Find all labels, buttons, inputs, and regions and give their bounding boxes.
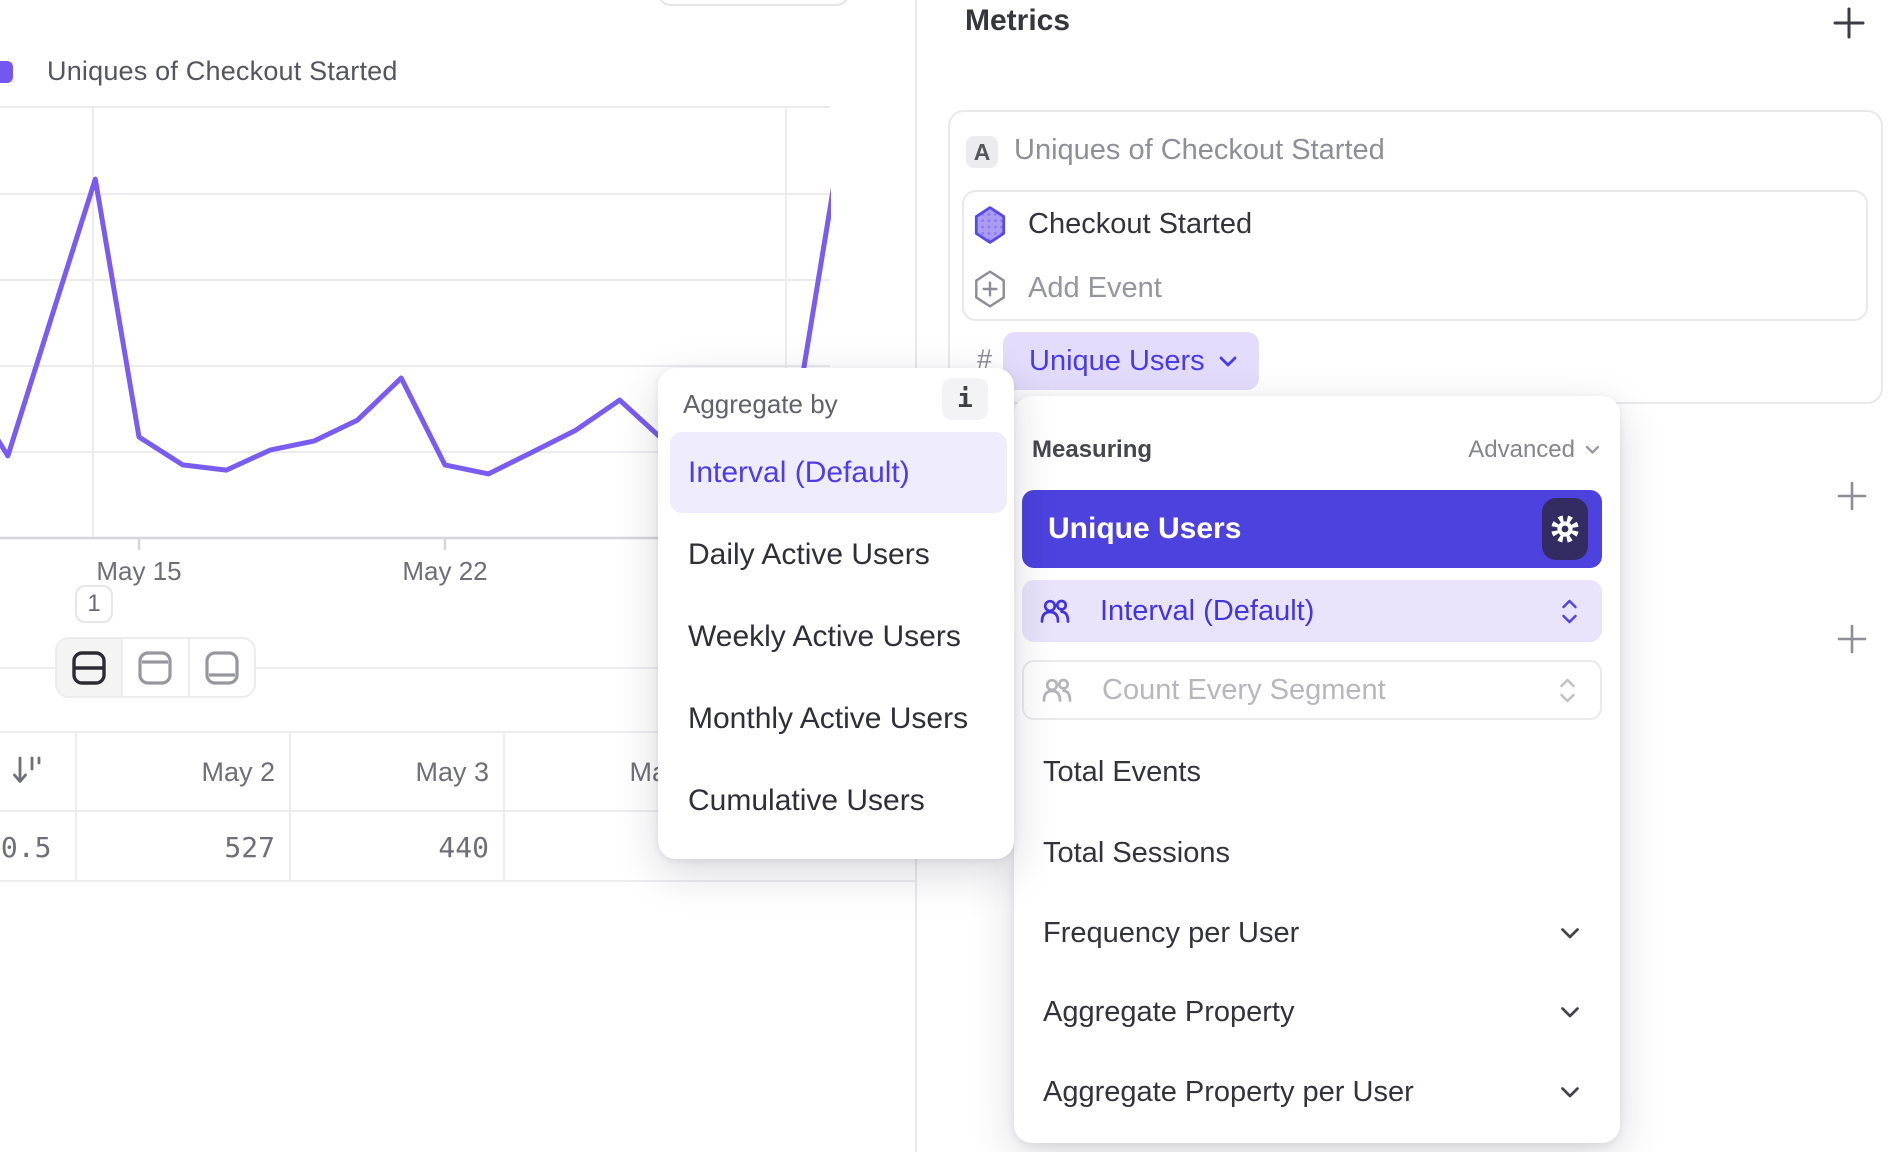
table-border-top xyxy=(0,731,915,733)
add-metric-button[interactable] xyxy=(1830,4,1868,42)
table-header-may3[interactable]: May 3 xyxy=(415,757,489,787)
table-col-border-1 xyxy=(75,731,77,882)
table-cell-overall: 10.5 xyxy=(0,831,52,864)
x-axis-tick-may15: May 15 xyxy=(96,556,182,586)
toolbar-button-cutoff[interactable] xyxy=(657,0,850,6)
chevron-down-icon xyxy=(1219,356,1237,366)
menu-item-weekly-active-users[interactable]: Weekly Active Users xyxy=(688,620,961,653)
measure-selected-label: Unique Users xyxy=(1048,512,1242,545)
menu-item-frequency-per-user[interactable]: Frequency per User xyxy=(1043,917,1300,949)
chart-gridlines-horizontal xyxy=(0,106,830,453)
table-cell-may3: 440 xyxy=(438,831,489,864)
segment-selector-label: Count Every Segment xyxy=(1102,673,1386,706)
measure-settings-button[interactable] xyxy=(1542,498,1588,560)
legend-label: Uniques of Checkout Started xyxy=(47,56,398,86)
menu-item-monthly-active-users[interactable]: Monthly Active Users xyxy=(688,702,969,735)
event-name[interactable]: Checkout Started xyxy=(1028,208,1253,240)
menu-item-daily-active-users[interactable]: Daily Active Users xyxy=(688,538,930,571)
event-hexagon-icon xyxy=(974,206,1006,244)
sort-icon[interactable] xyxy=(11,753,47,789)
interval-selector[interactable]: Interval (Default) xyxy=(1022,580,1602,642)
pagination-badge[interactable]: 1 xyxy=(75,585,113,623)
advanced-label: Advanced xyxy=(1468,436,1575,463)
split-middle-icon xyxy=(72,650,106,685)
menu-item-total-events[interactable]: Total Events xyxy=(1043,756,1201,788)
layout-split-top-button[interactable] xyxy=(123,639,190,696)
table-header-border xyxy=(0,810,915,812)
menu-item-total-sessions[interactable]: Total Sessions xyxy=(1043,837,1230,869)
unfold-icon xyxy=(1560,678,1575,702)
info-icon[interactable]: i xyxy=(942,378,988,420)
interval-selector-label: Interval (Default) xyxy=(1100,594,1315,627)
table-col-border-2 xyxy=(289,731,291,882)
add-event-button[interactable]: Add Event xyxy=(1028,272,1162,304)
menu-item-cumulative-users[interactable]: Cumulative Users xyxy=(688,784,925,817)
aggregate-by-title: Aggregate by xyxy=(683,389,838,419)
metric-card-title[interactable]: Uniques of Checkout Started xyxy=(1014,134,1385,166)
menu-item-interval-default[interactable]: Interval (Default) xyxy=(670,432,1007,513)
metric-letter-badge: A xyxy=(966,136,998,168)
x-axis-tick-may22: May 22 xyxy=(402,556,488,586)
chevron-down-icon[interactable] xyxy=(1560,1006,1580,1019)
table-cell-may2: 527 xyxy=(224,831,275,864)
chart-table-divider xyxy=(0,667,915,669)
table-col-border-3 xyxy=(503,731,505,882)
menu-item-aggregate-property-per-user[interactable]: Aggregate Property per User xyxy=(1043,1076,1414,1108)
split-bottom-icon xyxy=(205,650,239,685)
chevron-down-icon[interactable] xyxy=(1560,927,1580,940)
users-icon xyxy=(1040,599,1070,623)
measurement-chip-label: Unique Users xyxy=(1029,344,1205,377)
table-header-may2[interactable]: May 2 xyxy=(201,757,275,787)
layout-split-bottom-button[interactable] xyxy=(189,639,254,696)
menu-item-aggregate-property[interactable]: Aggregate Property xyxy=(1043,996,1295,1028)
metrics-section-title: Metrics xyxy=(965,4,1071,37)
add-filter-button[interactable] xyxy=(1835,479,1869,513)
add-event-hexagon-icon xyxy=(975,270,1005,308)
advanced-toggle[interactable]: Advanced xyxy=(1460,436,1600,464)
event-card xyxy=(962,190,1868,321)
layout-split-middle-button[interactable] xyxy=(57,639,124,696)
table-row-border xyxy=(0,880,915,882)
segment-selector[interactable]: Count Every Segment xyxy=(1022,660,1602,720)
chevron-down-icon xyxy=(1585,445,1600,454)
users-icon xyxy=(1042,678,1072,702)
gear-icon xyxy=(1551,515,1579,543)
measuring-title: Measuring xyxy=(1032,436,1153,463)
measurement-prefix: # xyxy=(977,344,993,374)
add-breakdown-button[interactable] xyxy=(1835,622,1869,656)
layout-toggle-group xyxy=(55,637,256,698)
split-top-icon xyxy=(138,650,173,685)
legend-color-marker xyxy=(0,61,13,83)
measurement-chip[interactable]: Unique Users xyxy=(1003,332,1259,390)
unfold-icon xyxy=(1562,599,1577,623)
measure-unique-users-selected[interactable]: Unique Users xyxy=(1022,490,1602,568)
chevron-down-icon[interactable] xyxy=(1560,1086,1580,1099)
